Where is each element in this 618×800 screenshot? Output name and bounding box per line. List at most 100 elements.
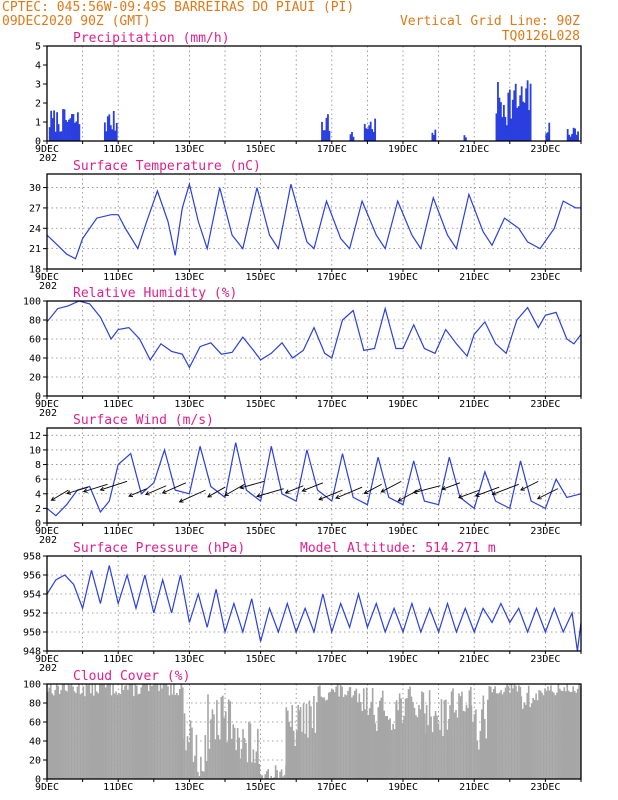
cloud-bar	[415, 715, 417, 779]
cloud-bar	[393, 729, 396, 779]
cloud-bar	[69, 685, 71, 779]
precip-bar	[526, 80, 529, 141]
wind-vector	[83, 483, 108, 493]
cloud-bar	[431, 732, 434, 779]
cloud-bar	[316, 702, 318, 779]
cloud-bar	[294, 746, 297, 779]
cloud-bar	[520, 696, 523, 779]
precip-bar	[352, 136, 355, 141]
cloud-bar	[341, 686, 343, 779]
precip-bar	[71, 114, 73, 141]
header-grid-line: Vertical Grid Line: 90Z	[400, 14, 580, 29]
cloud-bar	[216, 700, 218, 779]
cloud-bar	[273, 777, 275, 779]
cloud-bar	[174, 694, 177, 779]
cloud-bar	[342, 697, 345, 779]
precip-bar	[106, 116, 109, 141]
cloud-bar	[541, 692, 543, 779]
x-tick-label: 13DEC	[174, 399, 204, 410]
cloud-bar	[364, 709, 367, 779]
x-tick-label: 11DEC	[103, 272, 133, 283]
cloud-bar	[79, 694, 82, 779]
cloud-bar	[427, 725, 429, 779]
cloud-bar	[301, 731, 303, 779]
cloud-bar	[97, 693, 100, 779]
cloud-bar	[351, 697, 353, 779]
wind-arrowhead	[161, 489, 167, 494]
cloud-bar	[240, 748, 243, 779]
cloud-bar	[104, 687, 107, 779]
cloud-bar	[470, 705, 473, 779]
cloud-bar	[472, 721, 474, 779]
cloud-bar	[504, 687, 507, 779]
wind-arrowhead	[256, 493, 262, 498]
cloud-bar	[60, 690, 62, 779]
x-year-label: 202	[39, 153, 57, 164]
cloud-bar	[406, 698, 408, 779]
cloud-bar	[103, 684, 105, 779]
cloud-bar	[73, 691, 76, 779]
wind-arrowhead	[412, 489, 418, 495]
y-tick-label: 40	[29, 354, 41, 365]
precip-bar	[75, 121, 78, 141]
cloud-bar	[136, 685, 138, 779]
wind-vector	[207, 486, 226, 498]
cloud-bar	[291, 705, 294, 779]
y-tick-label: 30	[29, 183, 41, 194]
y-tick-label: 20	[29, 756, 41, 767]
cloud-bar	[106, 684, 108, 779]
cloud-bar	[527, 685, 530, 779]
cloud-bar	[322, 697, 324, 779]
cloud-bar	[439, 729, 441, 779]
precip-bar	[115, 123, 118, 141]
cloud-bar	[110, 695, 113, 779]
cloud-bar	[445, 699, 447, 779]
precip-bar	[369, 121, 372, 141]
precip-bar	[56, 112, 58, 141]
cloud-bar	[252, 749, 255, 779]
precip-bar	[501, 117, 504, 141]
cloud-bar	[153, 684, 156, 779]
plot-area	[47, 565, 581, 651]
cloud-bar	[347, 690, 349, 779]
cloud-bar	[165, 684, 168, 779]
cloud-bar	[453, 712, 456, 779]
wind-arrowhead	[239, 484, 245, 490]
cloud-bar	[387, 719, 390, 779]
precip-bar	[520, 86, 523, 141]
cloud-bar	[265, 771, 268, 779]
cloud-bar	[311, 728, 314, 779]
x-tick-label: 19DEC	[388, 526, 418, 537]
cloud-bar	[345, 695, 348, 779]
wind-vector	[256, 488, 284, 497]
cloud-bar	[220, 696, 223, 779]
header-location: CPTEC: 045:56W-09:49S BARREIRAS DO PIAUI…	[2, 0, 354, 15]
cloud-bar	[107, 684, 110, 779]
cloud-bar	[467, 707, 469, 779]
cloud-bar	[171, 694, 174, 779]
panel-title: Surface Temperature (nC)	[73, 159, 261, 174]
cloud-bar	[305, 703, 308, 779]
cloud-bar	[257, 728, 259, 779]
y-tick-label: 20	[29, 373, 41, 384]
cloud-bar	[82, 686, 85, 779]
cloud-bar	[92, 695, 95, 779]
cloud-bar	[116, 694, 119, 779]
cloud-bar	[365, 687, 368, 779]
cloud-bar	[516, 691, 519, 779]
precip-bar	[111, 129, 114, 141]
precip-bar	[103, 122, 106, 141]
precip-bar	[528, 110, 530, 141]
wind-series-line	[47, 442, 581, 517]
x-tick-label: 19DEC	[388, 144, 418, 155]
x-tick-label: 13DEC	[174, 654, 204, 665]
cloud-bar	[255, 751, 258, 779]
panel-title: Precipitation (mm/h)	[73, 31, 230, 46]
cloud-bar	[433, 715, 435, 779]
wind-vector	[520, 480, 539, 491]
cloud-bar	[52, 695, 55, 779]
cloud-bar	[404, 698, 407, 779]
cloud-bar	[243, 738, 246, 779]
cloud-bar	[225, 711, 227, 779]
x-tick-label: 21DEC	[459, 272, 489, 283]
